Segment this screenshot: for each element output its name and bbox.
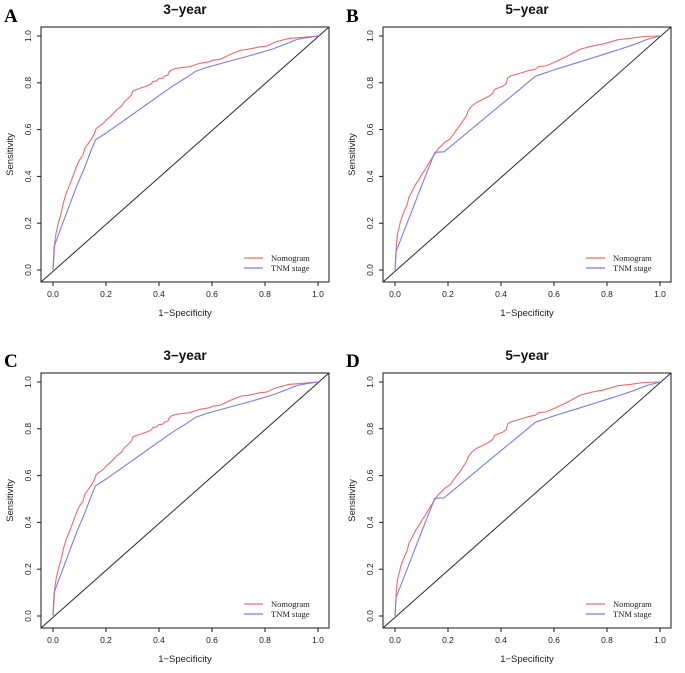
x-tick-label: 1.0 <box>654 635 666 645</box>
x-tick-label: 0.0 <box>389 289 401 299</box>
y-tick-label: 0.4 <box>23 516 33 528</box>
y-axis-label: Sensitivity <box>5 479 16 522</box>
y-tick-label: 1.0 <box>365 376 375 388</box>
y-tick-label: 0.0 <box>23 610 33 622</box>
x-tick-label: 0.4 <box>153 289 165 299</box>
legend-label-nomogram: Nomogram <box>271 253 310 263</box>
panel-label-a: A <box>4 6 18 27</box>
panel-b: B 5−year 0.0 0.0 0.2 0.2 0.4 0.4 0.6 0.6 0.8 0.8 1… <box>342 0 685 336</box>
panel-title-d: 5−year <box>505 348 549 363</box>
reference-diagonal <box>40 372 330 629</box>
y-axis-label: Sensitivity <box>5 133 16 176</box>
panel-d: D 5−year 0.0 0.0 0.2 0.2 0.4 0.4 0.6 0.6 0.8 0.8 1… <box>342 336 685 673</box>
panel-title-c: 3−year <box>163 348 207 363</box>
x-tick-label: 0.0 <box>47 289 59 299</box>
x-axis-label: 1−Specificity <box>500 308 554 319</box>
plot-box <box>40 26 330 283</box>
y-tick-label: 0.0 <box>365 264 375 276</box>
x-tick-label: 0.2 <box>100 289 112 299</box>
roc-curve-nomogram <box>394 381 661 617</box>
roc-curve-tnm-stage <box>52 35 319 271</box>
y-tick-label: 0.6 <box>23 469 33 481</box>
roc-curve-tnm-stage <box>394 381 661 617</box>
y-tick-label: 0.2 <box>23 217 33 229</box>
panel-c: C 3−year 0.0 0.0 0.2 0.2 0.4 0.4 0.6 0.6 0.8 0.8 1… <box>0 336 342 673</box>
legend-label-tnm-stage: TNM stage <box>271 609 310 619</box>
reference-diagonal <box>382 372 672 629</box>
x-tick-label: 0.8 <box>601 289 613 299</box>
x-tick-label: 0.6 <box>206 635 218 645</box>
x-axis-label: 1−Specificity <box>158 308 212 319</box>
reference-diagonal <box>40 26 330 283</box>
roc-curve-nomogram <box>394 35 661 271</box>
x-tick-label: 0.2 <box>442 289 454 299</box>
y-tick-label: 0.2 <box>23 563 33 575</box>
legend-label-nomogram: Nomogram <box>613 599 652 609</box>
y-tick-label: 0.8 <box>365 423 375 435</box>
y-tick-label: 0.8 <box>365 77 375 89</box>
x-tick-label: 1.0 <box>312 289 324 299</box>
x-axis-label: 1−Specificity <box>158 654 212 665</box>
panel-label-b: B <box>346 6 359 27</box>
legend-label-tnm-stage: TNM stage <box>271 263 310 273</box>
y-tick-label: 0.8 <box>23 423 33 435</box>
roc-plot-b: 0.0 0.0 0.2 0.2 0.4 0.4 0.6 0.6 0.8 0.8 1.0 1.0 1−Sp… <box>347 26 672 319</box>
y-tick-label: 0.4 <box>365 516 375 528</box>
y-tick-label: 0.0 <box>365 610 375 622</box>
x-tick-label: 0.2 <box>100 635 112 645</box>
roc-plot-a: 0.0 0.0 0.2 0.2 0.4 0.4 0.6 0.6 0.8 0.8 1.0 1.0 1−Sp… <box>5 26 330 319</box>
x-tick-label: 0.4 <box>495 289 507 299</box>
y-tick-label: 1.0 <box>23 30 33 42</box>
x-tick-label: 0.6 <box>548 635 560 645</box>
x-tick-label: 0.8 <box>259 289 271 299</box>
x-tick-label: 0.4 <box>495 635 507 645</box>
x-tick-label: 0.2 <box>442 635 454 645</box>
y-tick-label: 0.6 <box>23 123 33 135</box>
reference-diagonal <box>382 26 672 283</box>
panel-a: A 3−year 0.0 0.0 0.2 0.2 0.4 0.4 0.6 0.6 0.8 0.8 1… <box>0 0 342 336</box>
panel-label-d: D <box>346 351 360 372</box>
roc-curve-nomogram <box>52 381 319 617</box>
plot-box <box>40 372 330 629</box>
plot-box <box>382 372 672 629</box>
y-axis-label: Sensitivity <box>347 133 358 176</box>
y-tick-label: 0.4 <box>365 170 375 182</box>
legend-label-nomogram: Nomogram <box>271 599 310 609</box>
roc-curve-tnm-stage <box>394 35 661 271</box>
x-tick-label: 1.0 <box>312 635 324 645</box>
y-tick-label: 0.2 <box>365 217 375 229</box>
y-tick-label: 0.8 <box>23 77 33 89</box>
y-tick-label: 1.0 <box>23 376 33 388</box>
y-tick-label: 1.0 <box>365 30 375 42</box>
x-tick-label: 0.6 <box>548 289 560 299</box>
y-axis-label: Sensitivity <box>347 479 358 522</box>
roc-plot-c: 0.0 0.0 0.2 0.2 0.4 0.4 0.6 0.6 0.8 0.8 1.0 1.0 1−Sp… <box>5 372 330 665</box>
y-tick-label: 0.0 <box>23 264 33 276</box>
roc-curve-nomogram <box>52 35 319 271</box>
panel-title-a: 3−year <box>163 2 207 17</box>
roc-plot-d: 0.0 0.0 0.2 0.2 0.4 0.4 0.6 0.6 0.8 0.8 1.0 1.0 1−Sp… <box>347 372 672 665</box>
x-tick-label: 0.8 <box>259 635 271 645</box>
roc-curve-tnm-stage <box>52 381 319 617</box>
x-axis-label: 1−Specificity <box>500 654 554 665</box>
y-tick-label: 0.6 <box>365 123 375 135</box>
legend-label-tnm-stage: TNM stage <box>613 609 652 619</box>
legend-label-nomogram: Nomogram <box>613 253 652 263</box>
panel-label-c: C <box>4 351 18 372</box>
y-tick-label: 0.6 <box>365 469 375 481</box>
y-tick-label: 0.2 <box>365 563 375 575</box>
x-tick-label: 0.4 <box>153 635 165 645</box>
x-tick-label: 0.8 <box>601 635 613 645</box>
x-tick-label: 1.0 <box>654 289 666 299</box>
x-tick-label: 0.0 <box>389 635 401 645</box>
legend-label-tnm-stage: TNM stage <box>613 263 652 273</box>
plot-box <box>382 26 672 283</box>
x-tick-label: 0.6 <box>206 289 218 299</box>
panel-title-b: 5−year <box>505 2 549 17</box>
x-tick-label: 0.0 <box>47 635 59 645</box>
y-tick-label: 0.4 <box>23 170 33 182</box>
